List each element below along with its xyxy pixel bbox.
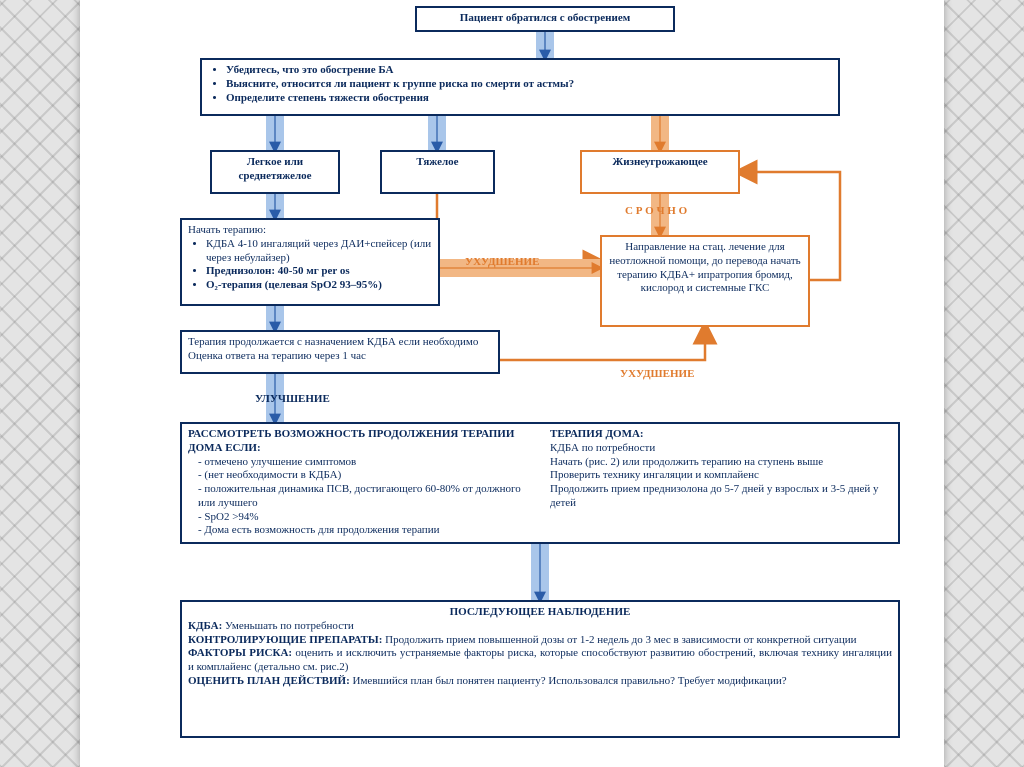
node-life-text: Жизнеугрожающее	[612, 156, 707, 168]
node-assess-list: Убедитесь, что это обострение БАВыясните…	[208, 64, 832, 105]
followup-title: ПОСЛЕДУЮЩЕЕ НАБЛЮДЕНИЕ	[188, 606, 892, 620]
node-severe-text: Тяжелое	[416, 156, 458, 168]
therapy-item: КДБА 4-10 ингаляций через ДАИ+спейсер (и…	[206, 238, 432, 266]
label-worsen-2: УХУДШЕНИЕ	[620, 368, 694, 380]
followup-line: КДБА: Уменьшать по потребности	[188, 620, 892, 634]
flowchart-canvas: Пациент обратился с обострением Убедитес…	[80, 0, 944, 767]
node-assess: Убедитесь, что это обострение БАВыясните…	[200, 58, 840, 116]
label-urgent: С Р О Ч Н О	[625, 205, 687, 217]
node-start: Пациент обратился с обострением	[415, 6, 675, 32]
label-improve: УЛУЧШЕНИЕ	[255, 393, 330, 405]
home-left-item: отмечено улучшение симптомов	[198, 456, 530, 470]
followup-line: ОЦЕНИТЬ ПЛАН ДЕЙСТВИЙ: Имевшийся план бы…	[188, 675, 892, 689]
followup-line: ФАКТОРЫ РИСКА: оценить и исключить устра…	[188, 647, 892, 675]
node-mild-text: Легкое или среднетяжелое	[239, 156, 312, 182]
node-home-therapy: РАССМОТРЕТЬ ВОЗМОЖНОСТЬ ПРОДОЛЖЕНИЯ ТЕРА…	[180, 422, 900, 544]
followup-line: КОНТРОЛИРУЮЩИЕ ПРЕПАРАТЫ: Продолжить при…	[188, 634, 892, 648]
assess-item: Определите степень тяжести обострения	[226, 92, 832, 106]
home-left-list: отмечено улучшение симптомов(нет необход…	[188, 456, 530, 539]
home-left-item: положительная динамика ПСВ, достигающего…	[198, 483, 530, 511]
node-continue-therapy: Терапия продолжается с назначением КДБА …	[180, 330, 500, 374]
decorative-border-right	[944, 0, 1024, 767]
node-mild: Легкое или среднетяжелое	[210, 150, 340, 194]
referral-text: Направление на стац. лечение для неотлож…	[609, 241, 800, 294]
label-worsen-1: УХУДШЕНИЕ	[465, 256, 539, 268]
home-left-item: (нет необходимости в КДБА)	[198, 469, 530, 483]
followup-lines: КДБА: Уменьшать по потребностиКОНТРОЛИРУ…	[188, 620, 892, 689]
node-life-threatening: Жизнеугрожающее	[580, 150, 740, 194]
assess-item: Выясните, относится ли пациент к группе …	[226, 78, 832, 92]
home-left-item: SpO2 >94%	[198, 511, 530, 525]
node-referral: Направление на стац. лечение для неотлож…	[600, 235, 810, 327]
home-right-title: ТЕРАПИЯ ДОМА:	[550, 428, 892, 442]
home-left-item: Дома есть возможность для продолжения те…	[198, 524, 530, 538]
node-start-text: Пациент обратился с обострением	[460, 12, 630, 24]
node-followup: ПОСЛЕДУЮЩЕЕ НАБЛЮДЕНИЕ КДБА: Уменьшать п…	[180, 600, 900, 738]
assess-item: Убедитесь, что это обострение БА	[226, 64, 832, 78]
therapy-title: Начать терапию:	[188, 224, 432, 238]
home-left-title: РАССМОТРЕТЬ ВОЗМОЖНОСТЬ ПРОДОЛЖЕНИЯ ТЕРА…	[188, 428, 530, 456]
home-right-item: Начать (рис. 2) или продолжить терапию н…	[550, 456, 892, 470]
home-right-item: Проверить технику ингаляции и комплайенс	[550, 469, 892, 483]
therapy-list: КДБА 4-10 ингаляций через ДАИ+спейсер (и…	[188, 238, 432, 293]
therapy-item: Преднизолон: 40-50 мг per os	[206, 265, 432, 279]
continue-line-1: Оценка ответа на терапию через 1 час	[188, 350, 492, 364]
node-severe: Тяжелое	[380, 150, 495, 194]
decorative-border-left	[0, 0, 80, 767]
home-right-item: КДБА по потребности	[550, 442, 892, 456]
home-right-item: Продолжить прием преднизолона до 5-7 дне…	[550, 483, 892, 511]
therapy-item: O₂-терапия (целевая SpO2 93–95%)	[206, 279, 432, 293]
continue-line-0: Терапия продолжается с назначением КДБА …	[188, 336, 492, 350]
home-right-list: КДБА по потребностиНачать (рис. 2) или п…	[550, 442, 892, 511]
node-start-therapy: Начать терапию: КДБА 4-10 ингаляций чере…	[180, 218, 440, 306]
